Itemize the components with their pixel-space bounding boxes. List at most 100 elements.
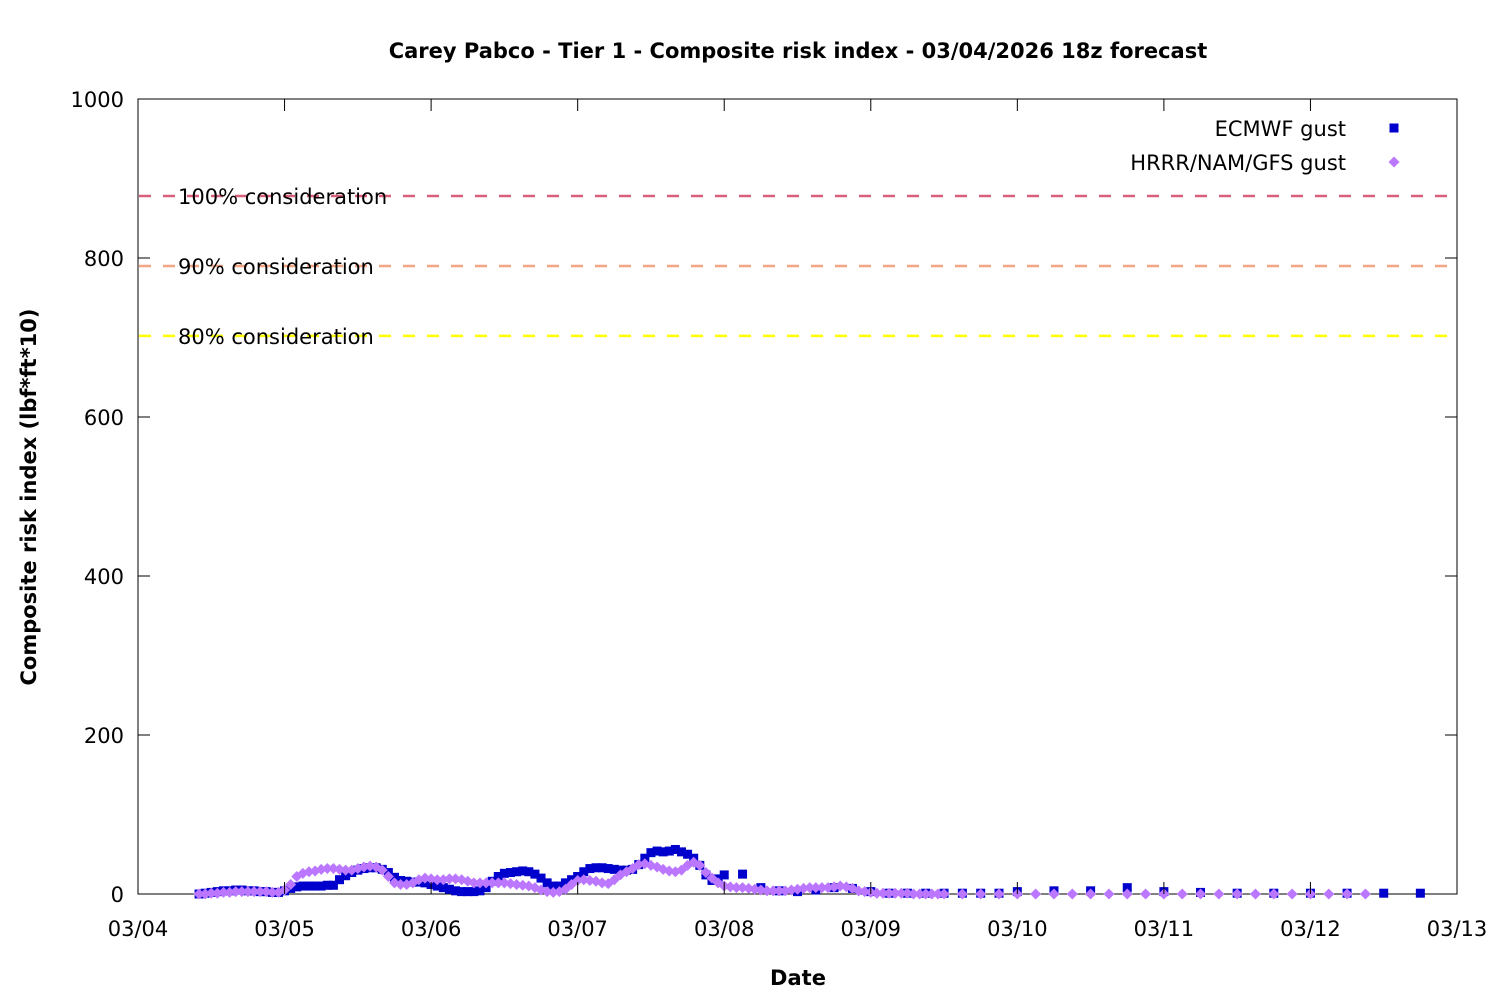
plot-area	[137, 98, 1458, 895]
data-point	[1286, 888, 1298, 900]
data-point	[658, 847, 668, 857]
data-point	[1249, 888, 1261, 900]
data-point	[230, 886, 242, 898]
data-point	[463, 887, 473, 897]
legend-label: HRRR/NAM/GFS gust	[1130, 151, 1346, 175]
data-point	[451, 886, 461, 896]
y-tick-label: 400	[84, 565, 124, 589]
series-hrrr-nam-gfs-gust	[193, 856, 1371, 900]
data-point	[512, 867, 522, 877]
data-point	[1213, 888, 1225, 900]
data-point	[480, 877, 492, 889]
legend-marker-square	[1389, 123, 1399, 133]
data-point	[236, 886, 248, 898]
data-point	[382, 871, 394, 883]
data-point	[932, 888, 944, 900]
data-point	[1323, 888, 1335, 900]
data-point	[205, 887, 217, 899]
data-point	[804, 882, 816, 894]
data-point	[298, 881, 308, 891]
data-point	[700, 867, 712, 879]
data-point	[438, 883, 448, 893]
data-point	[895, 887, 907, 899]
data-point	[560, 878, 570, 888]
data-point	[457, 887, 467, 897]
data-point	[322, 880, 332, 890]
data-point	[926, 888, 938, 900]
data-point	[444, 884, 454, 894]
data-point	[292, 882, 302, 892]
data-point	[652, 846, 662, 856]
data-point	[548, 881, 558, 891]
data-point	[1379, 888, 1389, 898]
x-tick-label: 03/07	[547, 917, 608, 941]
data-point	[285, 878, 297, 890]
data-point	[719, 870, 729, 880]
x-tick-label: 03/06	[401, 917, 462, 941]
data-point	[395, 878, 407, 890]
threshold-label: 90% consideration	[178, 255, 374, 279]
data-point	[914, 888, 926, 900]
data-point	[310, 881, 320, 891]
data-point	[816, 882, 828, 894]
data-point	[530, 869, 540, 879]
data-point	[730, 882, 742, 894]
data-point	[761, 885, 773, 897]
data-point	[877, 887, 889, 899]
data-point	[376, 864, 388, 876]
data-point	[1359, 888, 1371, 900]
data-point	[443, 873, 455, 885]
data-point	[579, 867, 589, 877]
x-tick-label: 03/12	[1280, 917, 1341, 941]
data-point	[1085, 888, 1097, 900]
chart-title: Carey Pabco - Tier 1 - Composite risk in…	[389, 39, 1208, 63]
data-point	[468, 877, 480, 889]
data-point	[1066, 888, 1078, 900]
data-point	[597, 863, 607, 873]
data-point	[1122, 883, 1132, 893]
data-point	[193, 888, 205, 900]
data-point	[389, 872, 399, 882]
data-point	[431, 874, 443, 886]
data-point	[883, 887, 895, 899]
data-point	[683, 849, 693, 859]
data-point	[1341, 888, 1353, 900]
data-points	[193, 844, 1425, 900]
data-point	[1176, 888, 1188, 900]
data-point	[920, 888, 932, 900]
data-point	[1048, 888, 1060, 900]
data-point	[242, 886, 254, 898]
data-point	[676, 847, 686, 857]
data-point	[474, 877, 486, 889]
data-point	[486, 877, 498, 889]
x-axis-label: Date	[770, 966, 826, 990]
data-point	[518, 866, 528, 876]
y-tick-label: 1000	[71, 88, 124, 112]
data-point	[640, 853, 650, 863]
plot-frame	[137, 98, 1458, 895]
data-point	[1415, 888, 1425, 898]
data-point	[738, 869, 748, 879]
data-point	[266, 886, 278, 898]
data-point	[889, 887, 901, 899]
data-point	[475, 886, 485, 896]
data-point	[993, 888, 1005, 900]
data-point	[938, 888, 950, 900]
y-tick-label: 200	[84, 724, 124, 748]
x-tick-label: 03/10	[987, 917, 1048, 941]
data-point	[810, 882, 822, 894]
data-point	[1140, 888, 1152, 900]
x-tick-label: 03/13	[1427, 917, 1488, 941]
data-point	[217, 886, 229, 898]
y-tick-label: 800	[84, 247, 124, 271]
data-point	[773, 885, 785, 897]
legend-label: ECMWF gust	[1215, 117, 1346, 141]
data-point	[591, 863, 601, 873]
data-point	[871, 887, 883, 899]
data-point	[670, 844, 680, 854]
legend-marker-diamond	[1388, 156, 1400, 168]
data-point	[585, 864, 595, 874]
data-point	[493, 872, 503, 882]
data-point	[542, 878, 552, 888]
data-point	[536, 873, 546, 883]
